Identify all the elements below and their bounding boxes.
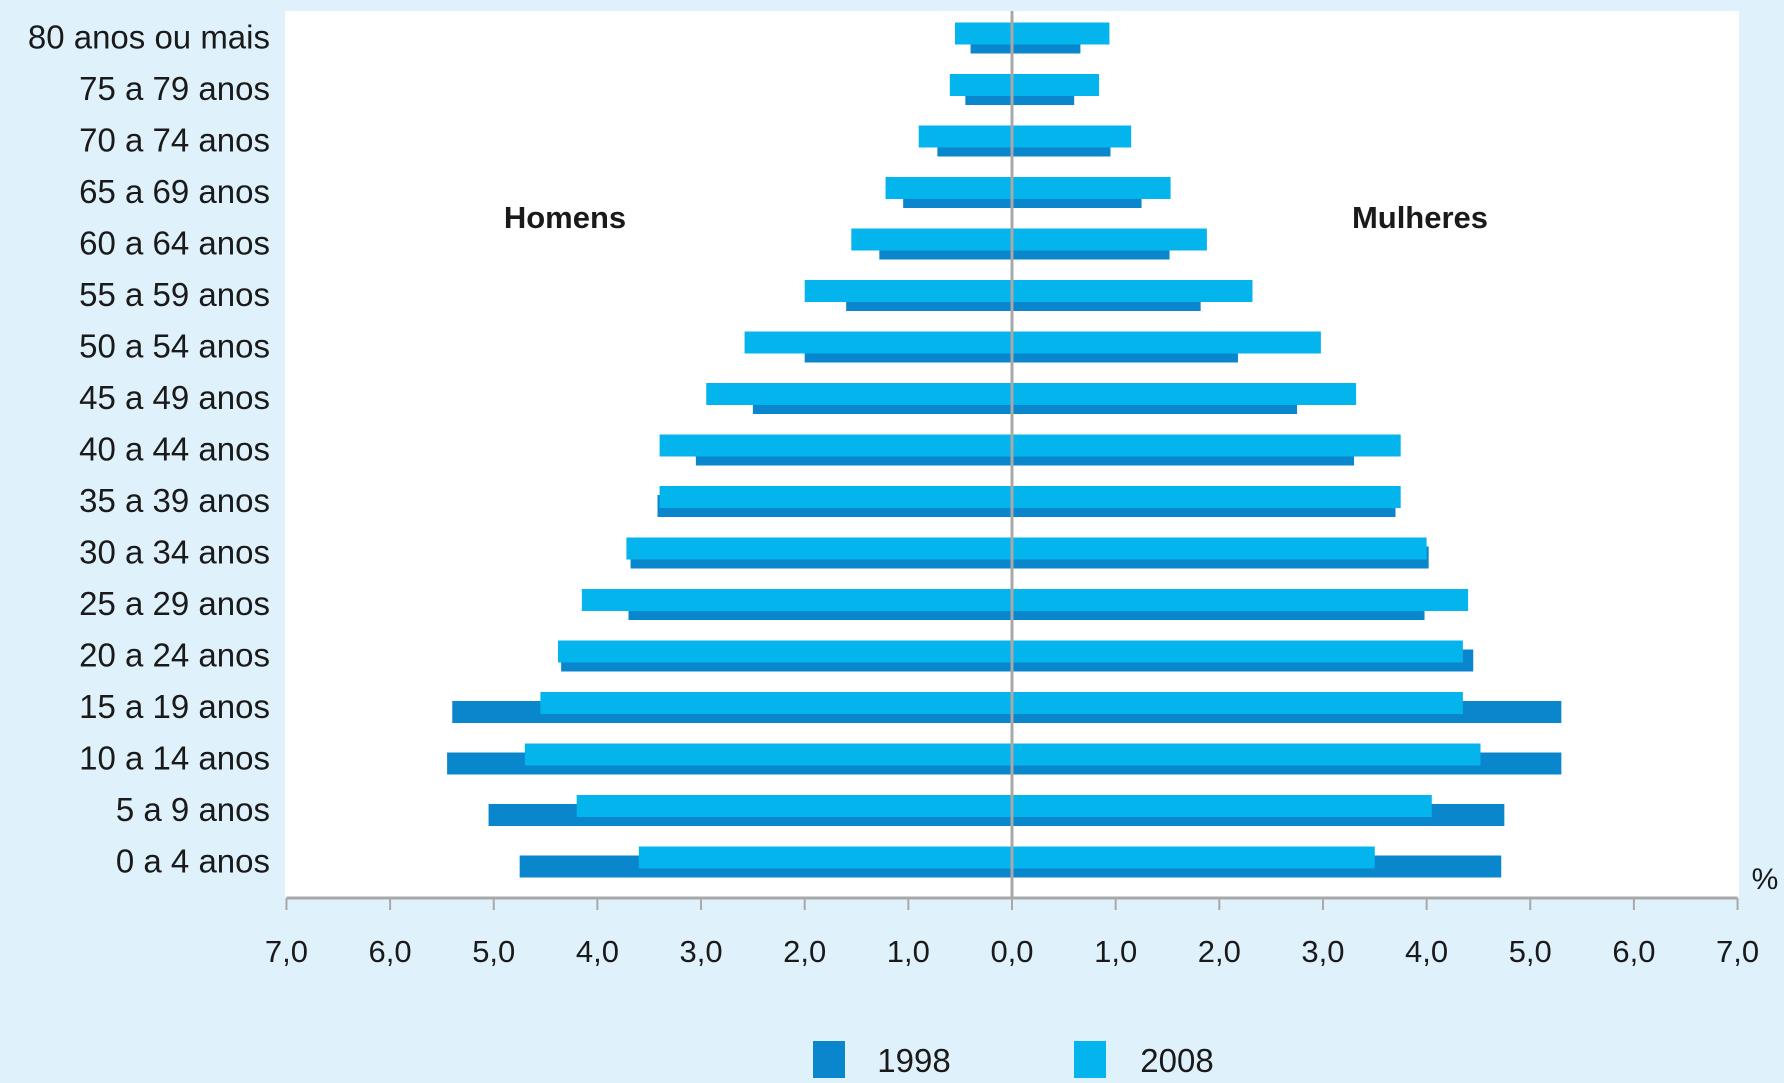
labels-layer: 0 a 4 anos 5 a 9 anos 10 a 14 anos 15 a 19 … (28, 19, 1779, 897)
bar-homens-2008 (659, 434, 1012, 457)
bars-layer (447, 22, 1562, 878)
x-tick-label: 5,0 (472, 934, 515, 969)
bar-mulheres-2008 (1012, 486, 1401, 508)
bar-mulheres-2008 (1012, 383, 1357, 405)
bar-homens-2008 (638, 846, 1012, 869)
group-label-mulheres: Mulheres (1352, 200, 1488, 235)
bar-mulheres-2008 (1012, 795, 1432, 817)
x-tick-label: 6,0 (1612, 934, 1655, 969)
bar-homens-2008 (524, 743, 1012, 766)
x-tick-label: 3,0 (679, 934, 722, 969)
bar-homens-2008 (954, 22, 1012, 45)
legend: 1998 2008 (813, 1041, 1214, 1079)
x-tick-label: 6,0 (369, 934, 412, 969)
bar-mulheres-2008 (1012, 434, 1401, 457)
x-tick-label: 1,0 (887, 934, 930, 969)
axis-layer: 7,0 6,0 5,0 4,0 3,0 2,0 1,0 0,0 1,0 2,0 3,0 4,0 5,0 6… (265, 11, 1759, 969)
x-tick-label: 7,0 (265, 934, 308, 969)
group-label-homens: Homens (504, 200, 626, 235)
category-label: 20 a 24 anos (79, 637, 270, 674)
category-label: 25 a 29 anos (79, 585, 270, 622)
unit-label: % (1752, 863, 1779, 896)
bar-homens-2008 (918, 125, 1012, 148)
bar-homens-2008 (540, 692, 1012, 714)
x-tick-label: 4,0 (576, 934, 619, 969)
bar-mulheres-2008 (1012, 125, 1132, 148)
bar-mulheres-2008 (1012, 692, 1463, 714)
category-label: 5 a 9 anos (116, 791, 270, 828)
category-label: 45 a 49 anos (79, 379, 270, 416)
bar-mulheres-2008 (1012, 640, 1463, 663)
bar-homens-2008 (659, 486, 1012, 508)
category-label: 15 a 19 anos (79, 688, 270, 725)
bar-homens-2008 (706, 383, 1012, 405)
category-label: 65 a 69 anos (79, 173, 270, 210)
category-label: 80 anos ou mais (28, 19, 270, 56)
legend-swatch-1998 (813, 1041, 845, 1078)
category-label: 35 a 39 anos (79, 482, 270, 519)
x-tick-label: 2,0 (783, 934, 826, 969)
bar-mulheres-2008 (1012, 177, 1171, 199)
x-tick-label: 2,0 (1198, 934, 1241, 969)
category-label: 0 a 4 anos (116, 843, 270, 880)
category-label: 75 a 79 anos (79, 70, 270, 107)
x-tick-label: 5,0 (1509, 934, 1552, 969)
bar-mulheres-2008 (1012, 22, 1110, 45)
category-label: 60 a 64 anos (79, 225, 270, 262)
bar-mulheres-2008 (1012, 589, 1469, 611)
category-label: 10 a 14 anos (79, 740, 270, 777)
bar-homens-2008 (558, 640, 1012, 663)
bar-mulheres-2008 (1012, 537, 1427, 560)
x-tick-label: 7,0 (1716, 934, 1759, 969)
category-label: 55 a 59 anos (79, 276, 270, 313)
bar-homens-2008 (626, 537, 1012, 560)
bar-mulheres-2008 (1012, 74, 1100, 96)
category-label: 30 a 34 anos (79, 534, 270, 571)
bar-mulheres-2008 (1012, 228, 1207, 251)
bar-homens-2008 (949, 74, 1012, 96)
bar-mulheres-2008 (1012, 846, 1375, 869)
legend-label-1998: 1998 (877, 1042, 950, 1078)
bar-homens-2008 (804, 280, 1012, 302)
category-label: 50 a 54 anos (79, 328, 270, 365)
legend-swatch-2008 (1074, 1041, 1106, 1078)
x-tick-label: 1,0 (1094, 934, 1137, 969)
bar-homens-2008 (576, 795, 1012, 817)
bar-mulheres-2008 (1012, 743, 1481, 766)
x-tick-label: 4,0 (1405, 934, 1448, 969)
bar-homens-2008 (885, 177, 1012, 199)
x-tick-label: 0,0 (990, 934, 1033, 969)
bar-mulheres-2008 (1012, 331, 1321, 354)
bar-mulheres-2008 (1012, 280, 1253, 302)
bar-homens-2008 (851, 228, 1012, 251)
bar-homens-2008 (581, 589, 1012, 611)
x-tick-label: 3,0 (1301, 934, 1344, 969)
legend-label-2008: 2008 (1140, 1042, 1213, 1078)
category-label: 70 a 74 anos (79, 122, 270, 159)
bar-homens-2008 (744, 331, 1012, 354)
category-label: 40 a 44 anos (79, 431, 270, 468)
